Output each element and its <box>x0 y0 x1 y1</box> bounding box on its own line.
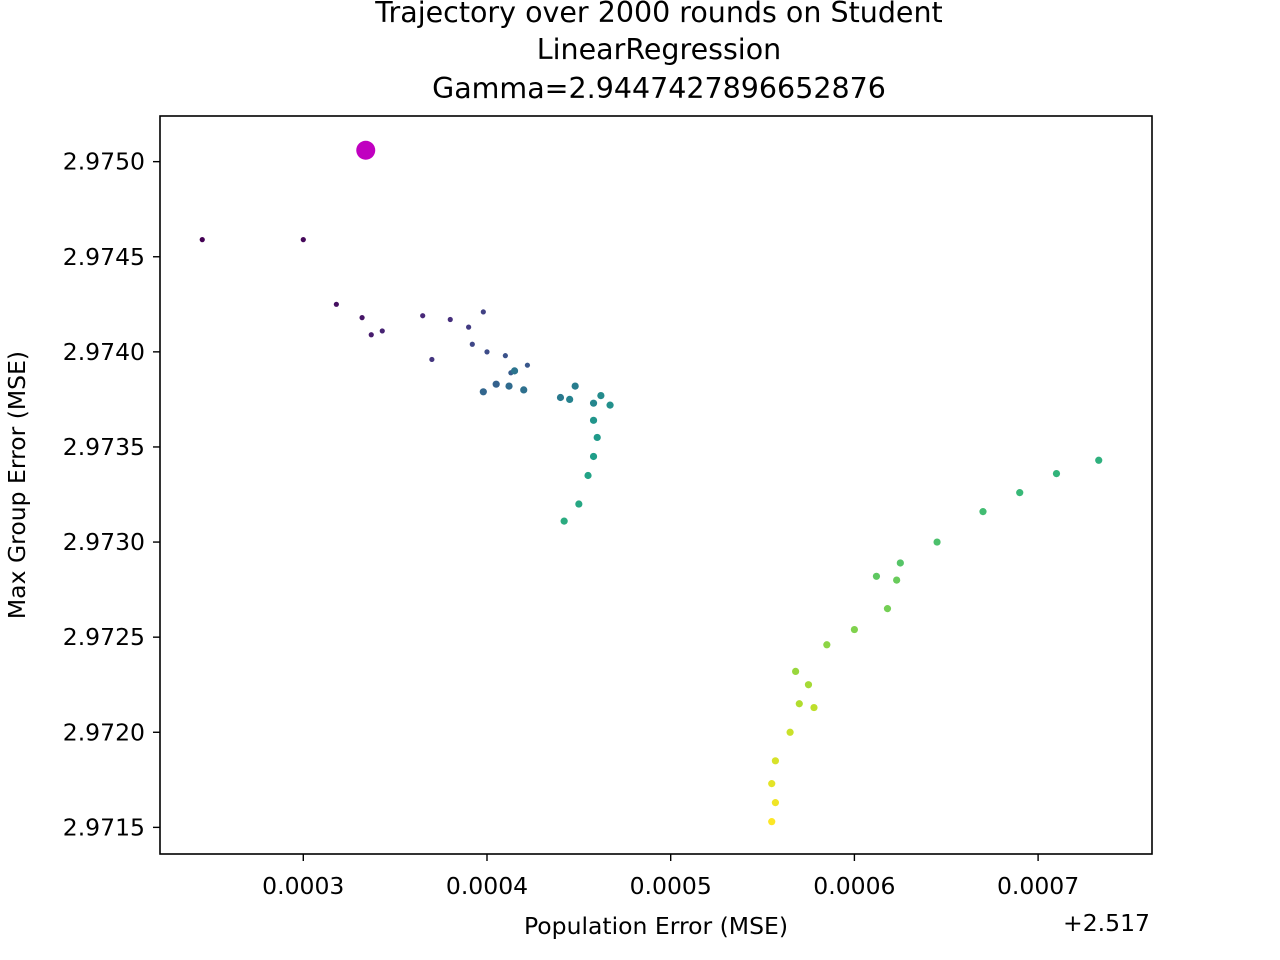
y-tick-label: 2.9720 <box>63 718 145 746</box>
data-point <box>768 780 776 788</box>
data-point <box>597 392 605 400</box>
y-tick-label: 2.9730 <box>63 528 145 556</box>
data-point <box>575 500 583 508</box>
plot-frame <box>159 115 1153 855</box>
data-point <box>484 349 490 355</box>
x-axis-offset-label: +2.517 <box>1063 909 1150 937</box>
data-point <box>524 362 531 368</box>
y-axis-ticks: 2.9715 2.9720 2.9725 2.9730 2.9735 2.9740 2.97… <box>63 148 160 841</box>
data-point <box>584 471 592 480</box>
data-point <box>589 416 598 424</box>
data-point <box>469 341 475 347</box>
data-point <box>792 667 800 676</box>
data-point <box>810 703 818 712</box>
y-axis-label: Max Group Error (MSE) <box>3 351 31 619</box>
data-point <box>520 386 528 394</box>
chart-title-line-1: Trajectory over 2000 rounds on Student <box>374 0 942 29</box>
data-point <box>447 316 453 323</box>
data-point <box>571 382 579 390</box>
chart-title: Trajectory over 2000 rounds on Student L… <box>374 0 942 105</box>
data-point <box>420 313 426 319</box>
data-point <box>510 367 519 375</box>
data-point <box>589 452 598 461</box>
data-point <box>480 309 486 315</box>
data-point <box>872 572 881 580</box>
data-point <box>893 576 901 584</box>
chart-title-line-3: Gamma=2.9447427896652876 <box>432 72 886 105</box>
x-tick-label: 0.0007 <box>997 872 1079 900</box>
x-tick-label: 0.0005 <box>630 872 712 900</box>
data-point <box>606 401 614 409</box>
data-point <box>566 395 574 404</box>
data-point <box>804 681 813 689</box>
data-point <box>300 237 306 243</box>
data-point <box>883 605 892 613</box>
data-point <box>589 399 598 407</box>
x-axis-ticks: 0.0003 0.0004 0.0005 0.0006 0.0007 <box>262 854 1079 900</box>
data-point <box>429 356 435 363</box>
data-point <box>379 328 385 334</box>
data-point <box>979 508 987 516</box>
x-tick-label: 0.0006 <box>813 872 895 900</box>
data-points <box>199 237 1103 826</box>
data-point <box>593 433 601 442</box>
data-point <box>896 559 904 567</box>
y-tick-label: 2.9715 <box>63 813 145 841</box>
data-point <box>333 301 339 307</box>
data-point <box>795 700 803 708</box>
highlight-point <box>356 140 376 160</box>
x-axis-label: Population Error (MSE) <box>524 912 788 940</box>
data-point <box>492 380 500 388</box>
data-point <box>560 517 568 525</box>
data-point <box>368 332 374 338</box>
y-tick-label: 2.9740 <box>63 338 145 366</box>
data-point <box>850 625 859 634</box>
data-point <box>359 315 365 321</box>
data-point <box>933 538 941 546</box>
highlight-layer <box>356 140 376 160</box>
data-point <box>768 818 776 826</box>
data-point <box>771 799 780 807</box>
data-point <box>479 388 487 396</box>
data-point <box>823 641 831 649</box>
data-point <box>556 393 565 402</box>
x-tick-label: 0.0003 <box>262 872 344 900</box>
y-tick-label: 2.9735 <box>63 433 145 461</box>
data-point <box>1095 456 1103 464</box>
x-tick-label: 0.0004 <box>446 872 528 900</box>
data-point <box>505 382 513 390</box>
y-tick-label: 2.9745 <box>63 243 145 271</box>
data-point <box>1052 469 1061 478</box>
data-point <box>771 757 780 765</box>
y-tick-label: 2.9725 <box>63 623 145 651</box>
data-point <box>466 324 472 330</box>
data-point <box>786 728 794 736</box>
data-point <box>1016 489 1024 497</box>
data-point <box>502 353 508 359</box>
data-point <box>199 237 205 243</box>
y-tick-label: 2.9750 <box>63 148 145 176</box>
chart-title-line-2: LinearRegression <box>537 33 781 66</box>
